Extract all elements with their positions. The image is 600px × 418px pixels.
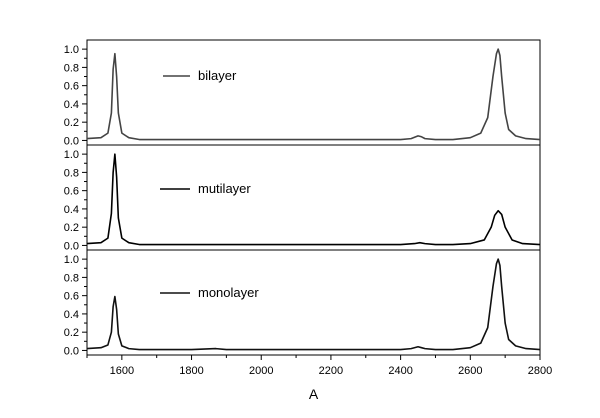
- panel-monolayer: 0.0 0.2 0.4 0.6 0.8 1.0 monolayer: [64, 249, 541, 357]
- y-tick-label: 0.6: [64, 81, 79, 93]
- panel-bilayer: 0.0 0.2 0.4 0.6 0.8 1.0 bilayer: [64, 39, 541, 147]
- y-tick-label: 0.4: [64, 204, 79, 216]
- x-tick-label: 2400: [388, 365, 412, 377]
- x-tick-label: 1600: [110, 365, 134, 377]
- x-tick-label: 2200: [319, 365, 343, 377]
- legend-label-monolayer: monolayer: [198, 285, 259, 300]
- y-tick-label: 0.8: [64, 167, 79, 179]
- y-tick-label: 1.0: [64, 149, 79, 161]
- legend-label-mutilayer: mutilayer: [198, 181, 251, 196]
- series-line-monolayer: [86, 258, 541, 351]
- y-tick-label: 0.0: [64, 135, 79, 147]
- x-axis: 1600 1800 2000 2200 2400 2600 2800: [86, 355, 552, 377]
- y-tick-label: 0.4: [64, 99, 79, 111]
- y-tick-label: 0.8: [64, 62, 79, 74]
- y-tick-label: 0.2: [64, 327, 79, 339]
- y-tick-label: 0.2: [64, 117, 79, 129]
- y-tick-label: 1.0: [64, 44, 79, 56]
- y-tick-label: 0.6: [64, 291, 79, 303]
- y-tick-label: 0.0: [64, 345, 79, 357]
- x-tick-label: 2600: [458, 365, 482, 377]
- y-tick-label: 0.8: [64, 272, 79, 284]
- legend-label-bilayer: bilayer: [198, 68, 237, 83]
- series-line-mutilayer: [86, 153, 541, 246]
- x-tick-label: 2000: [249, 365, 273, 377]
- panel-mutilayer: 0.0 0.2 0.4 0.6 0.8 1.0 mutilayer: [64, 144, 541, 252]
- x-tick-label: 1800: [179, 365, 203, 377]
- y-tick-label: 0.6: [64, 186, 79, 198]
- series-line-bilayer: [86, 48, 541, 141]
- x-tick-label: 2800: [528, 365, 552, 377]
- y-tick-label: 0.0: [64, 240, 79, 252]
- y-tick-label: 0.4: [64, 309, 79, 321]
- panel-frame: [86, 144, 541, 251]
- y-tick-label: 0.2: [64, 222, 79, 234]
- y-tick-label: 1.0: [64, 254, 79, 266]
- panel-frame: [86, 39, 541, 146]
- x-axis-title: A: [309, 386, 319, 402]
- panel-frame: [86, 249, 541, 356]
